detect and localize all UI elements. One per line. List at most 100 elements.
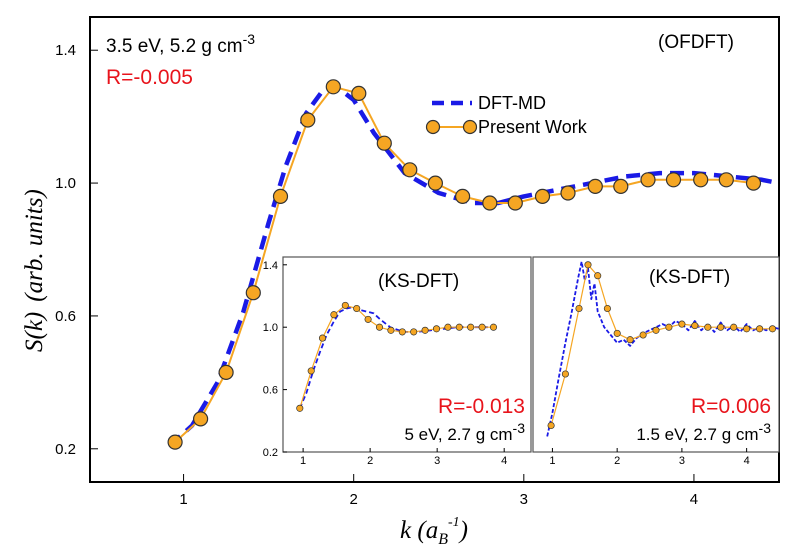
inset-1-present-work-point xyxy=(478,323,486,331)
inset-1-present-work-point xyxy=(364,315,372,323)
main-present-work-point xyxy=(376,135,392,151)
inset-1-x-tick-label: 2 xyxy=(367,455,373,467)
main-x-tick-label: 1 xyxy=(179,491,187,508)
main-present-work-point xyxy=(272,188,289,204)
main-plot-area xyxy=(167,79,779,450)
legend-dft-md-label: DFT-MD xyxy=(478,93,546,113)
main-present-work-point xyxy=(193,411,209,427)
inset-2-background xyxy=(533,257,779,452)
x-axis-label: k (aB-1) xyxy=(400,515,468,548)
y-axis-label: S(k)(arb. units) xyxy=(21,189,48,352)
inset-2-present-work-point xyxy=(678,320,686,328)
inset-2-ticks: 1 2 3 4 xyxy=(549,448,750,467)
main-present-work-point xyxy=(745,175,762,191)
inset-1-x-tick-label: 3 xyxy=(434,455,440,467)
main-ticks: 1 2 3 4 0.2 0.6 1.0 1.4 xyxy=(55,42,698,508)
inset-1-present-work-point xyxy=(398,328,406,336)
main-present-work-point xyxy=(167,434,183,450)
inset-1-method: (KS-DFT) xyxy=(378,271,459,292)
inset-1-dft-md-line xyxy=(298,305,498,409)
inset-2-present-work-point xyxy=(665,323,673,331)
r-value-main: R=-0.005 xyxy=(106,66,193,89)
main-present-work-point xyxy=(507,195,523,211)
inset-1-plot-area xyxy=(296,301,498,412)
inset-1-present-work-point xyxy=(410,328,418,336)
main-present-work-point xyxy=(427,175,443,191)
main-present-work-point xyxy=(300,112,316,128)
inset-2-present-work-point xyxy=(594,272,602,280)
main-present-work-point xyxy=(693,172,709,188)
legend-present-label: Present Work xyxy=(478,117,588,137)
main-present-work-point xyxy=(245,285,261,301)
inset-1-present-work-point xyxy=(341,301,349,309)
inset-1-y-tick-label: 0.6 xyxy=(263,385,278,397)
inset-1-background xyxy=(283,257,531,452)
main-present-work-point xyxy=(665,172,682,188)
inset-1-present-work-point xyxy=(330,311,338,319)
main-y-tick-label: 0.2 xyxy=(55,441,76,458)
main-y-tick-label: 0.6 xyxy=(55,308,76,325)
main-present-work-point xyxy=(402,162,418,178)
main-y-tick-label: 1.4 xyxy=(55,42,76,59)
inset-2-x-tick-label: 1 xyxy=(549,455,555,467)
inset-2-present-work-point xyxy=(603,304,611,313)
inset-2-x-tick-label: 3 xyxy=(679,455,685,467)
main-plot-frame xyxy=(89,16,780,483)
inset-1-frame xyxy=(282,256,532,453)
inset-2-present-work-point xyxy=(704,323,712,331)
inset-2-r-value: R=0.006 xyxy=(691,395,771,418)
inset-1-present-work-point xyxy=(432,325,441,333)
main-present-work-point xyxy=(587,178,603,194)
inset-1-present-work-point xyxy=(444,323,452,331)
inset-2-present-work-point xyxy=(717,323,725,331)
main-present-work-point xyxy=(560,185,576,201)
inset-1-y-tick-label: 1.4 xyxy=(263,260,278,272)
inset-1-present-work-point xyxy=(307,367,315,375)
main-y-tick-label: 1.0 xyxy=(55,175,76,192)
main-present-work-point xyxy=(534,188,551,204)
inset-1-y-tick-label: 1.0 xyxy=(263,322,278,334)
inset-1-present-work-point xyxy=(353,304,361,313)
inset-1-y-tick-label: 0.2 xyxy=(263,447,278,459)
legend-present-marker-1 xyxy=(425,119,441,135)
inset-2-condition: 1.5 eV, 2.7 g cm-3 xyxy=(636,420,771,444)
inset-1-present-work-point xyxy=(375,323,384,331)
inset-1-present-work-point xyxy=(318,334,327,342)
inset-1-condition: 5 eV, 2.7 g cm-3 xyxy=(404,420,525,444)
inset-2-present-work-point xyxy=(743,325,751,333)
main-present-work-point xyxy=(455,188,471,204)
main-x-tick-label: 2 xyxy=(350,491,358,508)
inset-2-present-work-point xyxy=(626,336,634,344)
inset-2-present-work-point xyxy=(584,261,592,269)
inset-2-frame xyxy=(532,256,780,453)
legend: DFT-MD Present Work xyxy=(425,93,588,137)
main-present-work-point xyxy=(218,364,234,380)
inset-2-present-work-point xyxy=(613,329,621,337)
inset-1-x-tick-label: 4 xyxy=(501,455,507,467)
main-x-tick-label: 4 xyxy=(690,491,698,508)
inset-2-present-work-point xyxy=(730,323,738,331)
inset-2-x-tick-label: 2 xyxy=(614,455,620,467)
inset-2-x-tick-label: 4 xyxy=(744,455,750,467)
inset-2-present-work-point xyxy=(561,370,569,378)
method-label-main: (OFDFT) xyxy=(658,32,734,53)
main-present-work-point xyxy=(325,79,341,95)
main-present-work-point xyxy=(482,195,498,211)
main-x-tick-label: 3 xyxy=(520,491,528,508)
inset-2-present-work-point xyxy=(756,325,764,333)
main-present-work-point xyxy=(613,178,629,194)
inset-1-r-value: R=-0.013 xyxy=(438,395,525,418)
inset-2-present-work-point xyxy=(575,304,583,313)
inset-2-present-work-point xyxy=(768,325,777,333)
inset-1-ticks: 1 2 3 4 0.2 0.6 1.0 1.4 xyxy=(263,260,508,467)
inset-1-present-work-point xyxy=(455,323,463,331)
main-present-work-point xyxy=(718,172,734,188)
main-present-work-point xyxy=(640,172,656,188)
inset-2-plot-area xyxy=(546,260,779,437)
inset-2-present-work-point xyxy=(652,326,660,334)
inset-1-present-work-point xyxy=(467,323,475,331)
main-dft-md-line xyxy=(168,84,779,448)
inset-2-present-work-point xyxy=(547,421,555,430)
inset-1-present-work-point xyxy=(296,404,304,412)
